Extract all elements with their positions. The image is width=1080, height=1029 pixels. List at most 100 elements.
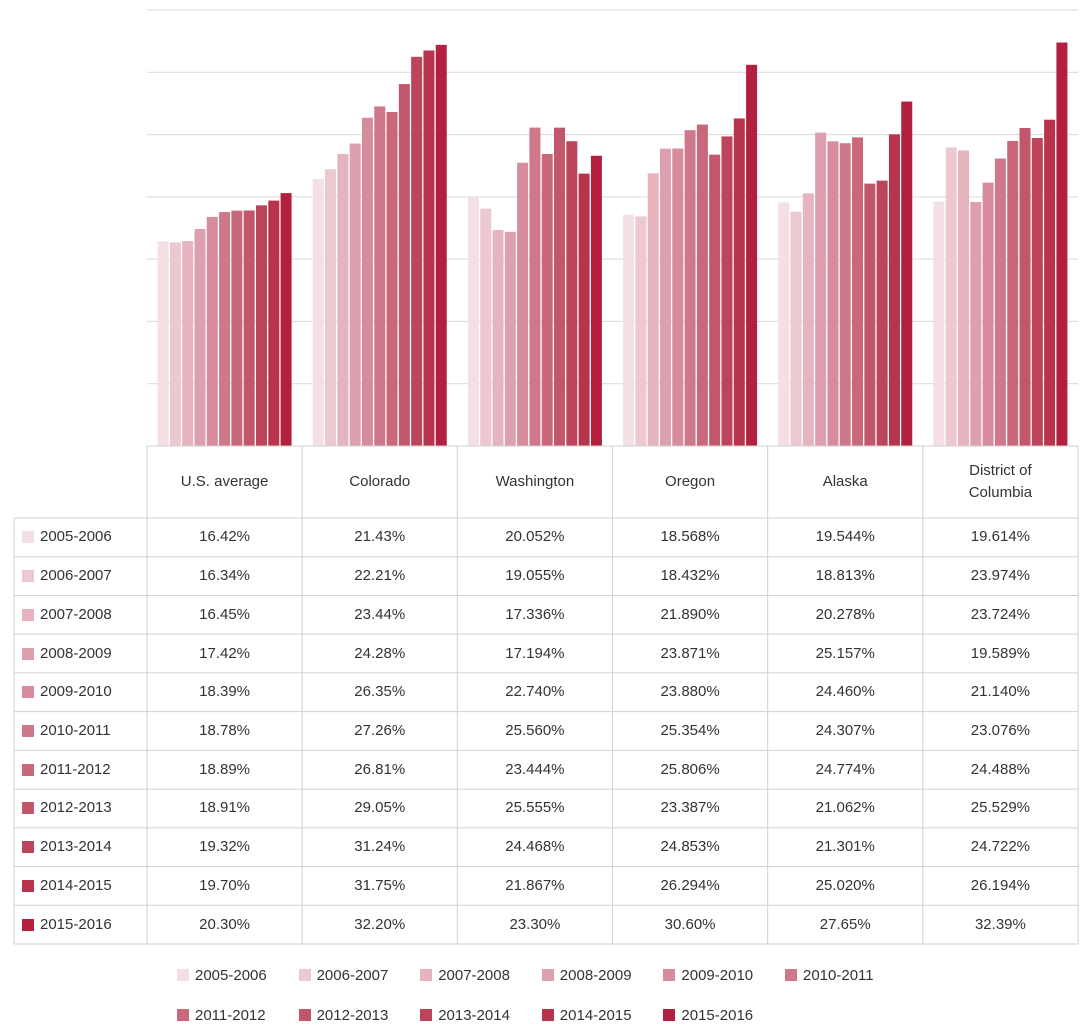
- bar: [1056, 42, 1068, 446]
- table-cell: 31.24%: [302, 828, 457, 867]
- table-cell: 23.444%: [457, 750, 612, 789]
- table-cell: 18.78%: [147, 712, 302, 751]
- value-label: 25.555%: [505, 799, 565, 817]
- swatch: [22, 763, 34, 776]
- value-label: 24.468%: [505, 838, 565, 856]
- swatch: [22, 879, 34, 892]
- table-cell: 20.30%: [147, 905, 302, 944]
- value-label: 21.43%: [354, 528, 406, 546]
- value-label: 19.544%: [815, 528, 875, 546]
- bar: [901, 101, 913, 446]
- legend-item: 2009-2010: [663, 965, 753, 985]
- bar: [852, 137, 864, 446]
- table-cell: 25.560%: [457, 712, 612, 751]
- value-label: 25.560%: [505, 721, 565, 739]
- bar: [815, 132, 827, 446]
- table-cell: 24.307%: [768, 712, 923, 751]
- table-row-label: 2011-2012: [14, 750, 147, 789]
- value-label: 21.301%: [815, 838, 875, 856]
- bar: [219, 212, 231, 446]
- table-cell: 23.871%: [613, 634, 768, 673]
- value-label: 24.853%: [660, 838, 720, 856]
- value-label: 18.89%: [199, 760, 251, 778]
- category-label: Colorado: [349, 473, 411, 490]
- bar: [480, 208, 492, 446]
- bar: [721, 136, 733, 446]
- value-label: 16.42%: [199, 528, 251, 546]
- legend-label: 2005-2006: [195, 966, 267, 984]
- legend-item: 2013-2014: [420, 1005, 510, 1025]
- bar: [945, 147, 957, 446]
- series-name: 2006-2007: [40, 567, 112, 585]
- bar: [182, 241, 194, 446]
- table-cell: 21.140%: [923, 673, 1078, 712]
- value-label: 24.28%: [354, 644, 406, 662]
- legend-item: 2008-2009: [541, 965, 632, 985]
- table-cell: 25.354%: [613, 712, 768, 751]
- value-label: 19.32%: [199, 838, 251, 856]
- legend-label: 2007-2008: [438, 966, 510, 984]
- series-name: 2012-2013: [40, 799, 112, 817]
- legend-label: 2009-2010: [681, 966, 754, 984]
- table-cell: 24.722%: [923, 828, 1078, 867]
- table-header-cell: District of Columbia: [923, 446, 1078, 518]
- table-cell: 23.880%: [613, 673, 768, 712]
- value-label: 19.055%: [505, 567, 565, 585]
- table-cell: 19.589%: [923, 634, 1078, 673]
- bar: [566, 141, 578, 447]
- table-cell: 23.30%: [457, 905, 612, 944]
- bar: [169, 242, 181, 446]
- table-cell: 21.301%: [768, 828, 923, 867]
- value-label: 22.740%: [505, 683, 565, 701]
- series-name: 2005-2006: [40, 528, 112, 546]
- value-label: 26.35%: [354, 683, 406, 701]
- table-cell: 17.336%: [457, 595, 612, 634]
- series-name: 2007-2008: [40, 605, 112, 623]
- table-cell: 25.529%: [923, 789, 1078, 828]
- table-cell: 24.28%: [302, 634, 457, 673]
- value-label: 20.30%: [199, 915, 251, 933]
- table-row-label: 2009-2010: [14, 673, 147, 712]
- table-cell: 19.055%: [457, 557, 612, 596]
- table-cell: 17.42%: [147, 634, 302, 673]
- value-label: 17.336%: [505, 605, 565, 623]
- table-cell: 23.387%: [613, 789, 768, 828]
- table-cell: 18.568%: [613, 518, 768, 557]
- swatch: [22, 531, 34, 544]
- legend-swatch: [420, 1009, 433, 1021]
- table-cell: 23.724%: [923, 595, 1078, 634]
- value-label: 32.20%: [354, 915, 406, 933]
- value-label: 25.806%: [660, 760, 720, 778]
- bar: [423, 50, 435, 446]
- value-label: 24.460%: [815, 683, 875, 701]
- bar: [194, 228, 206, 446]
- value-label: 19.614%: [970, 528, 1031, 546]
- value-label: 20.278%: [815, 605, 875, 623]
- series-name: 2008-2009: [40, 644, 112, 662]
- legend-label: 2011-2012: [195, 1006, 266, 1024]
- bar: [778, 202, 790, 446]
- table-cell: 26.81%: [302, 750, 457, 789]
- bar: [982, 182, 994, 446]
- value-label: 23.387%: [660, 799, 720, 817]
- table-cell: 23.974%: [923, 557, 1078, 596]
- swatch: [22, 724, 34, 737]
- bar: [255, 205, 267, 446]
- value-label: 23.880%: [660, 683, 720, 701]
- series-name: 2009-2010: [40, 683, 112, 701]
- legend-item: 2005-2006: [177, 965, 267, 985]
- value-label: 16.34%: [199, 567, 251, 585]
- value-label: 20.052%: [505, 528, 565, 546]
- value-label: 25.157%: [815, 644, 875, 662]
- value-label: 27.26%: [354, 721, 406, 739]
- category-label: Alaska: [822, 473, 868, 490]
- series-name: 2015-2016: [40, 915, 112, 933]
- legend-label: 2015-2016: [681, 1006, 754, 1024]
- table-cell: 25.806%: [613, 750, 768, 789]
- bar: [374, 106, 386, 447]
- value-label: 31.24%: [354, 838, 406, 856]
- bar: [672, 148, 684, 446]
- swatch: [22, 841, 34, 854]
- value-label: 21.867%: [505, 876, 565, 894]
- bar: [1019, 127, 1031, 446]
